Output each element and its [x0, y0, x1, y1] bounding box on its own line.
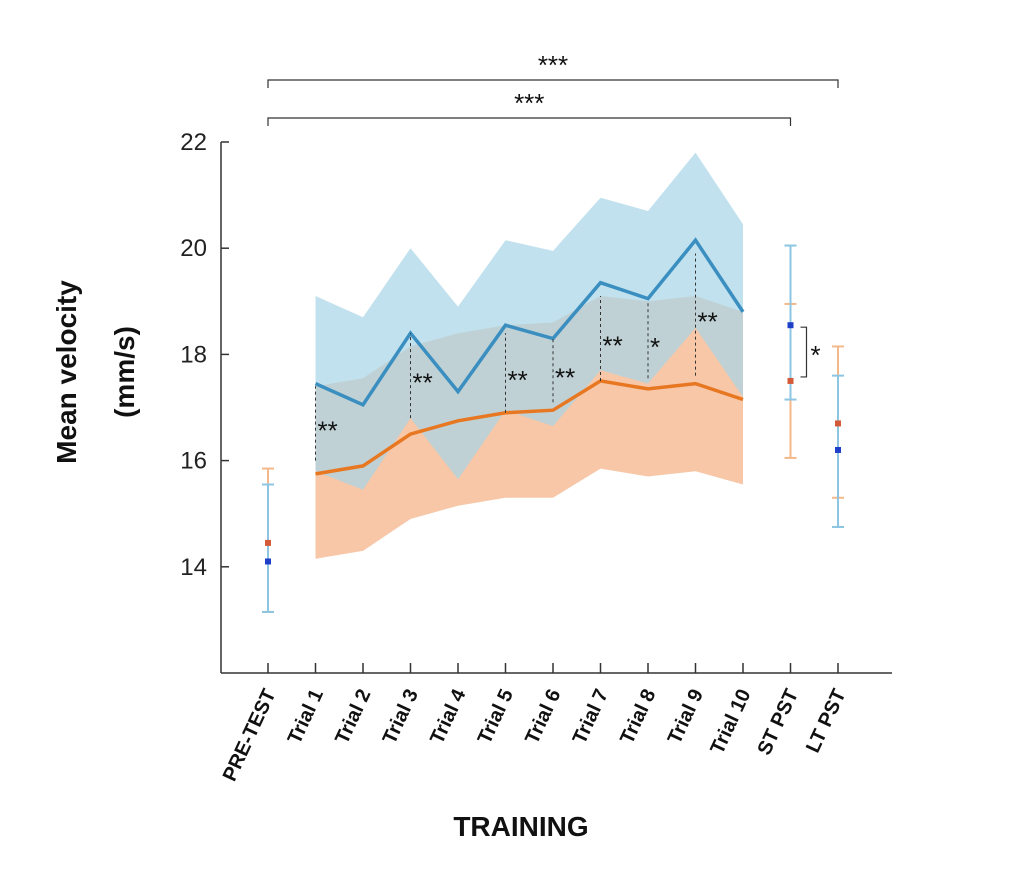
test-points: [262, 244, 844, 613]
confidence-bands: [315, 152, 743, 559]
bracket: [267, 117, 792, 126]
marker-orange: [787, 377, 794, 384]
x-tick-label: Trial 8: [616, 686, 660, 748]
y-tick-label: 20: [180, 235, 207, 262]
x-tick-label: Trial 10: [706, 686, 755, 758]
mean-line-series-0: [314, 237, 745, 408]
significance-label: **: [555, 362, 575, 392]
marker-orange: [835, 420, 841, 427]
marker-blue: [835, 446, 841, 453]
bracket-label: ***: [514, 88, 544, 118]
x-tick-label: Trial 4: [426, 685, 471, 747]
bracket-label: ***: [538, 50, 568, 80]
y-axis-title-line-2: (mm/s): [109, 326, 140, 418]
significance-label: *: [650, 332, 660, 362]
x-tick-label: Trial 1: [284, 686, 328, 748]
y-tick-label: 14: [180, 554, 207, 581]
marker-blue: [265, 558, 271, 565]
marker-orange: [265, 539, 271, 546]
x-tick-label: Trial 2: [331, 686, 375, 748]
significance-label: **: [413, 368, 433, 398]
st-pst-bracket: [800, 326, 808, 378]
significance-label: **: [318, 415, 338, 445]
y-tick-label: 18: [180, 341, 207, 368]
band-series-0: [315, 152, 743, 490]
bracket: [267, 79, 839, 88]
significance-label: **: [603, 330, 623, 360]
y-tick-label: 22: [180, 129, 207, 156]
x-tick-label: ST PST: [754, 686, 804, 759]
marker-blue: [787, 322, 794, 329]
significance-label: **: [508, 365, 528, 395]
x-tick-label: PRE-TEST: [219, 686, 281, 785]
x-tick-label: Trial 7: [569, 686, 613, 748]
significance-markers: **** ** **** **********: [267, 50, 839, 461]
y-tick-label: 16: [180, 448, 207, 475]
y-axis-title-line-1: Mean velocity: [51, 280, 82, 464]
mean-lines: [314, 237, 745, 476]
x-tick-label: Trial 3: [379, 686, 423, 748]
significance-label: **: [698, 307, 718, 337]
st-pst-bracket-label: *: [811, 340, 821, 370]
x-tick-label: Trial 6: [521, 686, 565, 748]
mean-line-series-1: [315, 379, 744, 476]
x-axis-title: TRAINING: [453, 811, 588, 842]
x-tick-label: Trial 5: [474, 686, 518, 748]
x-tick-label: Trial 9: [664, 686, 708, 748]
axis-labels: Mean velocity (mm/s) TRAINING: [51, 280, 589, 842]
x-tick-label: LT PST: [802, 686, 850, 756]
